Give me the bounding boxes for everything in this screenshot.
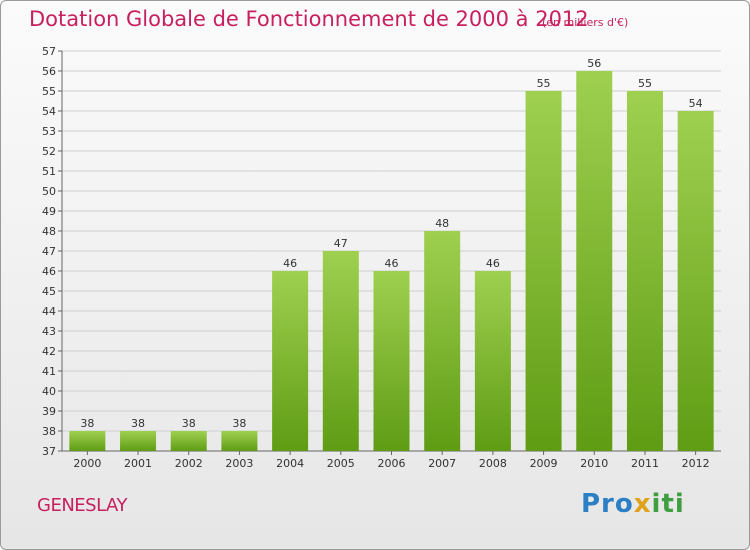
- data-label: 48: [435, 217, 449, 230]
- bar-2012: [677, 111, 714, 451]
- bar-2010: [576, 71, 613, 451]
- y-tick-label: 43: [42, 325, 56, 338]
- bar-2005: [322, 251, 359, 451]
- x-tick-label: 2005: [327, 457, 355, 470]
- x-tick-label: 2001: [124, 457, 152, 470]
- bar-2006: [373, 271, 410, 451]
- data-label: 54: [689, 97, 703, 110]
- chart-subtitle: (en milliers d'€): [542, 16, 629, 29]
- y-tick-label: 38: [42, 425, 56, 438]
- chart-title: Dotation Globale de Fonctionnement de 20…: [29, 7, 589, 31]
- y-tick-label: 54: [42, 105, 56, 118]
- x-tick-label: 2002: [175, 457, 203, 470]
- bar-2002: [170, 431, 207, 451]
- y-tick-label: 51: [42, 165, 56, 178]
- labels: 37 38 39 40 41 42 43 44 45 46 47 48 49 50 51 52 53 54 55 56…: [42, 45, 710, 470]
- data-label: 46: [385, 257, 399, 270]
- x-tick-label: 2007: [428, 457, 456, 470]
- y-tick-label: 57: [42, 45, 56, 58]
- data-label: 46: [283, 257, 297, 270]
- y-tick-label: 56: [42, 65, 56, 78]
- brand-part-1: Pro: [581, 489, 634, 519]
- y-tick-label: 55: [42, 85, 56, 98]
- bar-2003: [221, 431, 258, 451]
- bar-2007: [424, 231, 461, 451]
- data-label: 38: [131, 417, 145, 430]
- y-tick-label: 53: [42, 125, 56, 138]
- y-tick-label: 40: [42, 385, 56, 398]
- data-label: 46: [486, 257, 500, 270]
- bar-2008: [474, 271, 511, 451]
- y-tick-label: 37: [42, 445, 56, 458]
- y-tick-label: 52: [42, 145, 56, 158]
- x-tick-label: 2003: [225, 457, 253, 470]
- commune-name: GENESLAY: [37, 495, 127, 516]
- data-label: 38: [182, 417, 196, 430]
- data-label: 55: [638, 77, 652, 90]
- y-tick-label: 45: [42, 285, 56, 298]
- bar-2000: [69, 431, 106, 451]
- brand-part-2: x: [633, 489, 652, 519]
- data-label: 47: [334, 237, 348, 250]
- x-tick-label: 2011: [631, 457, 659, 470]
- bar-2004: [272, 271, 309, 451]
- y-tick-label: 48: [42, 225, 56, 238]
- data-label: 38: [232, 417, 246, 430]
- x-tick-label: 2012: [682, 457, 710, 470]
- bar-2011: [626, 91, 663, 451]
- data-label: 56: [587, 57, 601, 70]
- bars: [69, 71, 714, 451]
- brand-logo[interactable]: Proxiti: [581, 489, 685, 519]
- x-tick-label: 2008: [479, 457, 507, 470]
- y-tick-label: 41: [42, 365, 56, 378]
- y-tick-label: 46: [42, 265, 56, 278]
- x-tick-label: 2010: [580, 457, 608, 470]
- bar-2001: [120, 431, 157, 451]
- x-tick-label: 2009: [530, 457, 558, 470]
- y-tick-label: 42: [42, 345, 56, 358]
- y-tick-label: 50: [42, 185, 56, 198]
- y-tick-label: 39: [42, 405, 56, 418]
- x-tick-label: 2004: [276, 457, 304, 470]
- y-tick-label: 44: [42, 305, 56, 318]
- brand-part-3: iti: [651, 489, 685, 519]
- bar-2009: [525, 91, 562, 451]
- y-tick-label: 49: [42, 205, 56, 218]
- data-label: 38: [80, 417, 94, 430]
- data-label: 55: [537, 77, 551, 90]
- x-tick-label: 2006: [378, 457, 406, 470]
- y-tick-label: 47: [42, 245, 56, 258]
- x-tick-label: 2000: [73, 457, 101, 470]
